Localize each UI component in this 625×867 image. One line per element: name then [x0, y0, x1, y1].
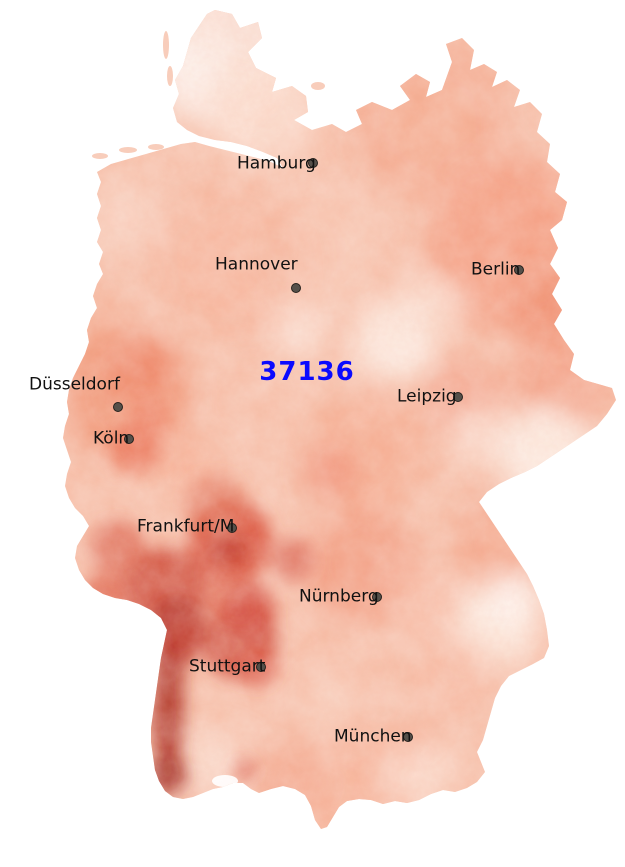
city-dot-k-ln — [124, 434, 134, 444]
city-label-frankfurt-m: Frankfurt/M — [137, 516, 235, 537]
city-label-berlin: Berlin — [471, 259, 521, 280]
city-dot-berlin — [514, 265, 524, 275]
city-label-n-rnberg: Nürnberg — [299, 586, 379, 607]
city-dot-stuttgart — [256, 662, 266, 672]
city-label-d-sseldorf: Düsseldorf — [29, 374, 120, 395]
city-label-m-nchen: München — [334, 726, 412, 747]
city-dot-leipzig — [453, 392, 463, 402]
plz-highlight-label: 37136 — [259, 357, 355, 387]
city-dot-m-nchen — [403, 732, 413, 742]
north-sea-islands — [92, 31, 325, 159]
city-dot-d-sseldorf — [113, 402, 123, 412]
city-label-hamburg: Hamburg — [237, 153, 316, 174]
city-dot-hamburg — [308, 158, 318, 168]
city-label-k-ln: Köln — [93, 428, 130, 449]
city-label-stuttgart: Stuttgart — [189, 656, 266, 677]
city-dot-hannover — [291, 283, 301, 293]
city-label-leipzig: Leipzig — [397, 386, 457, 407]
city-dot-n-rnberg — [372, 592, 382, 602]
city-label-hannover: Hannover — [215, 254, 298, 275]
city-dot-frankfurt-m — [227, 523, 237, 533]
